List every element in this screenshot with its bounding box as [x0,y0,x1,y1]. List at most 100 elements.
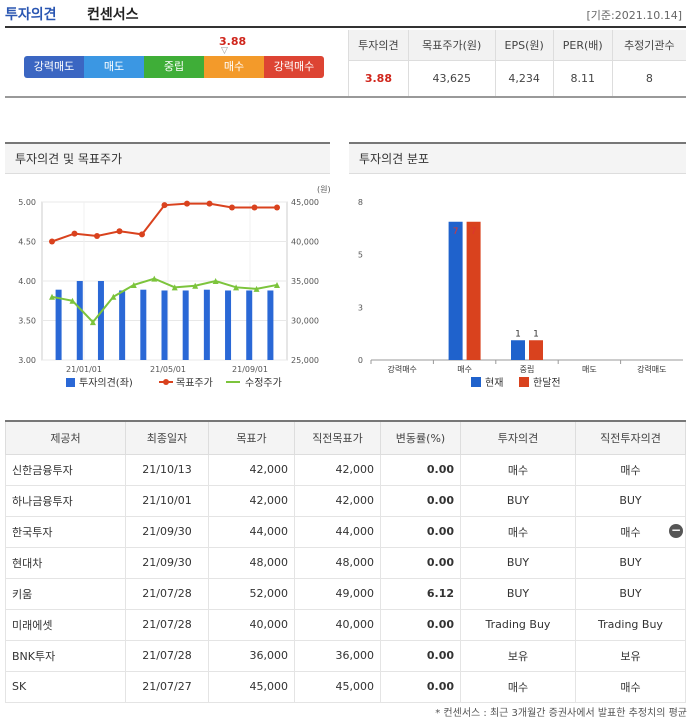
bar-data-label: 7 [453,227,459,237]
broker-table: 제공처 최종일자 목표가 직전목표가 변동률(%) 투자의견 직전투자의견 신한… [5,420,686,703]
collapse-minus-icon[interactable]: − [669,523,683,538]
opinion-bar [140,289,147,360]
broker-header: 목표가 [208,420,295,455]
target-price-point [229,204,235,211]
target-price-point [274,204,280,211]
change-rate: 0.00 [380,639,461,672]
prev-opinion: BUY [575,484,686,517]
y-tick-label: 5 [358,251,363,260]
adjusted-price-point [151,275,158,282]
header-divider [5,26,686,28]
prev-target-price: 42,000 [294,453,381,486]
prev-target-price: 36,000 [294,639,381,672]
x-tick-label: 21/09/01 [232,365,268,374]
target-price-point [161,202,168,209]
opinion-scale: 강력매도 매도 중립 매수 강력매수 [24,56,324,78]
y-left-tick-label: 3.00 [18,356,36,365]
summary-target-value: 43,625 [407,60,496,96]
page-title: 투자의견 [5,7,57,23]
target-price-point [251,204,258,211]
target-price-point [49,238,55,245]
opinion: BUY [460,484,576,517]
target-price-point [206,200,213,207]
consensus-score: 3.88 [219,35,247,48]
opinion-bar [225,290,232,360]
y-tick-label: 0 [358,356,363,365]
broker-name: 현대차 [5,546,126,579]
y-left-tick-label: 4.00 [18,277,36,286]
legend-swatch-month-ago [519,377,529,387]
target-price: 42,000 [208,484,295,517]
y-left-tick-label: 5.00 [18,198,36,207]
adjusted-price-point [233,284,240,291]
broker-name: 키움 [5,577,126,610]
opinion-bar [182,290,189,360]
y-right-tick-label: 40,000 [291,238,319,247]
table-row: 신한금융투자 21/10/13 42,000 42,000 0.00 매수 매수 [5,453,686,486]
change-rate: 0.00 [380,515,461,548]
adjusted-price-point [89,319,96,326]
broker-name: 한국투자 [5,515,126,548]
broker-header: 변동률(%) [380,420,461,455]
prev-opinion: BUY [575,546,686,579]
scale-buy: 매수 [204,56,264,78]
change-rate: 0.00 [380,546,461,579]
legend-label: 한달전 [533,377,561,389]
broker-header: 제공처 [5,420,126,455]
prev-target-price: 45,000 [294,670,381,703]
broker-name: 신한금융투자 [5,453,126,486]
broker-name: SK [5,670,126,703]
adjusted-price-point [212,278,219,284]
y-right-tick-label: 30,000 [291,317,319,326]
adjusted-price-point [274,281,280,288]
broker-header: 직전투자의견 [575,420,686,455]
table-row: 현대차 21/09/30 48,000 48,000 0.00 BUY BUY [5,546,686,579]
summary-count-value: 8 [611,60,686,96]
opinion-bar [161,290,168,360]
prev-opinion: BUY [575,577,686,610]
adjusted-price-point [171,284,178,291]
table-row: BNK투자 21/07/28 36,000 36,000 0.00 보유 보유 [5,639,686,672]
y-left-tick-label: 3.50 [18,317,36,326]
adjusted-price-point [69,297,76,304]
change-rate: 0.00 [380,608,461,641]
footnote: * 컨센서스 : 최근 3개월간 증권사에서 발표한 추정치의 평균 [435,708,687,719]
prev-opinion: 매수 [575,515,686,548]
target-price-point [184,200,190,207]
opinion-bar [97,281,104,360]
adjusted-price-line [51,277,278,324]
scale-neutral: 중립 [144,56,204,78]
last-date: 21/10/01 [125,484,209,517]
summary-header: PER(배) [552,30,613,61]
x-tick-label: 매수 [457,365,472,374]
prev-opinion: Trading Buy [575,608,686,641]
scale-strong-buy: 강력매수 [264,56,324,78]
x-tick-label: 중립 [520,365,535,374]
distribution-bar [466,221,481,360]
bar-data-label: 1 [515,329,521,339]
target-price-point [116,228,123,235]
scale-strong-sell: 강력매도 [24,56,84,78]
last-date: 21/09/30 [125,546,209,579]
last-date: 21/07/28 [125,639,209,672]
target-price-point [139,231,145,238]
target-price-line [51,202,277,243]
target-price: 44,000 [208,515,295,548]
x-tick-label: 강력매도 [637,364,666,374]
opinion-target-panel: 투자의견 및 목표주가 3.00 3.50 4.00 4.50 5.00 25,000 30… [5,142,330,394]
table-row: 한국투자 21/09/30 44,000 44,000 0.00 매수 매수 [5,515,686,548]
last-date: 21/09/30 [125,515,209,548]
opinion-bar [76,281,83,360]
summary-header: EPS(원) [494,30,554,61]
opinion: 보유 [460,639,576,672]
target-price: 52,000 [208,577,295,610]
target-price: 36,000 [208,639,295,672]
legend-label: 현재 [485,377,503,389]
distribution-bar [511,340,525,360]
score-marker-icon: ▽ [221,46,228,56]
change-rate: 6.12 [380,577,461,610]
broker-header: 최종일자 [125,420,209,455]
broker-header: 투자의견 [460,420,576,455]
adjusted-price-point [192,282,199,289]
